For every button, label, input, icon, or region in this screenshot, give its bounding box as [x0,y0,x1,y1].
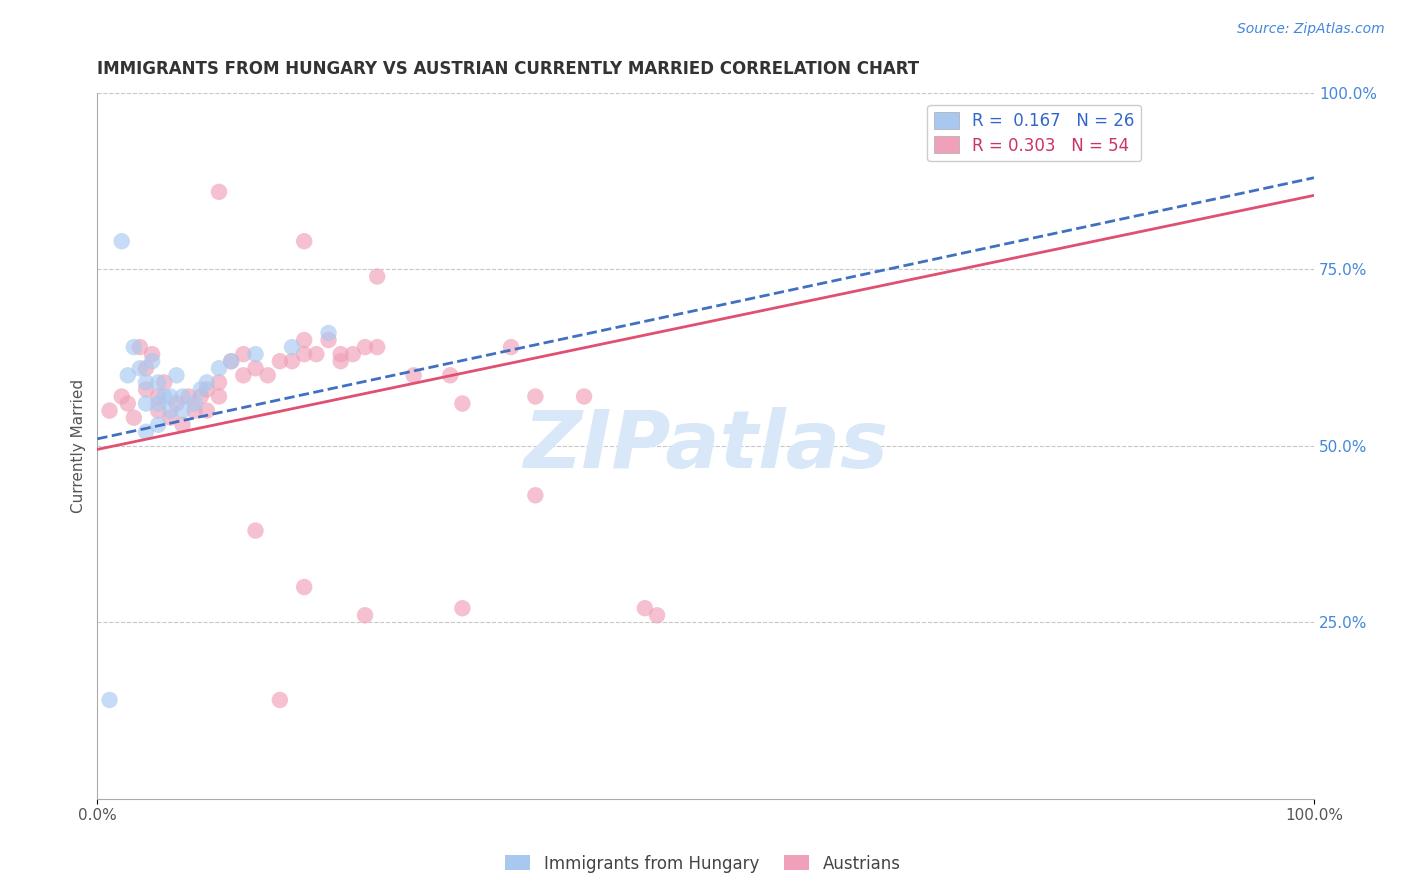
Point [269,354,291,368]
Point [572,390,595,404]
Point [634,601,657,615]
Point [451,601,474,615]
Legend: Immigrants from Hungary, Austrians: Immigrants from Hungary, Austrians [499,848,907,880]
Point [148,403,170,417]
Point [177,390,200,404]
Legend: R =  0.167   N = 26, R = 0.303   N = 54: R = 0.167 N = 26, R = 0.303 N = 54 [928,105,1142,161]
Point [159,410,181,425]
Point [122,340,145,354]
Point [245,361,267,376]
Point [305,347,328,361]
Point [98,403,121,417]
Point [111,390,134,404]
Point [292,333,315,347]
Point [451,396,474,410]
Point [499,340,522,354]
Point [159,403,181,417]
Point [366,269,388,284]
Point [129,340,152,354]
Point [208,376,231,390]
Point [208,390,231,404]
Point [117,396,139,410]
Point [342,347,364,361]
Point [269,693,291,707]
Y-axis label: Currently Married: Currently Married [72,379,86,513]
Point [148,396,170,410]
Point [183,396,205,410]
Point [524,488,547,502]
Point [354,608,377,623]
Point [129,361,152,376]
Point [245,524,267,538]
Point [135,376,157,390]
Point [183,403,205,417]
Point [148,376,170,390]
Text: ZIPatlas: ZIPatlas [523,407,889,485]
Point [329,354,352,368]
Point [159,390,181,404]
Point [354,340,377,354]
Point [366,340,388,354]
Point [135,383,157,397]
Point [292,234,315,248]
Point [281,354,304,368]
Point [141,354,163,368]
Point [117,368,139,383]
Point [329,347,352,361]
Point [195,403,218,417]
Point [232,368,254,383]
Point [98,693,121,707]
Point [135,425,157,439]
Point [402,368,425,383]
Point [318,333,340,347]
Point [165,368,187,383]
Point [439,368,461,383]
Point [219,354,242,368]
Point [281,340,304,354]
Point [232,347,254,361]
Text: Source: ZipAtlas.com: Source: ZipAtlas.com [1237,22,1385,37]
Point [292,580,315,594]
Point [195,383,218,397]
Point [524,390,547,404]
Point [292,347,315,361]
Point [318,326,340,340]
Point [190,383,212,397]
Point [190,390,212,404]
Point [165,396,187,410]
Point [148,390,170,404]
Point [208,361,231,376]
Point [256,368,278,383]
Point [141,347,163,361]
Point [135,361,157,376]
Point [219,354,242,368]
Point [645,608,668,623]
Point [172,417,194,432]
Point [208,185,231,199]
Point [172,390,194,404]
Text: IMMIGRANTS FROM HUNGARY VS AUSTRIAN CURRENTLY MARRIED CORRELATION CHART: IMMIGRANTS FROM HUNGARY VS AUSTRIAN CURR… [97,60,920,78]
Point [111,234,134,248]
Point [245,347,267,361]
Point [195,376,218,390]
Point [153,376,176,390]
Point [153,390,176,404]
Point [122,410,145,425]
Point [148,417,170,432]
Point [135,396,157,410]
Point [172,403,194,417]
